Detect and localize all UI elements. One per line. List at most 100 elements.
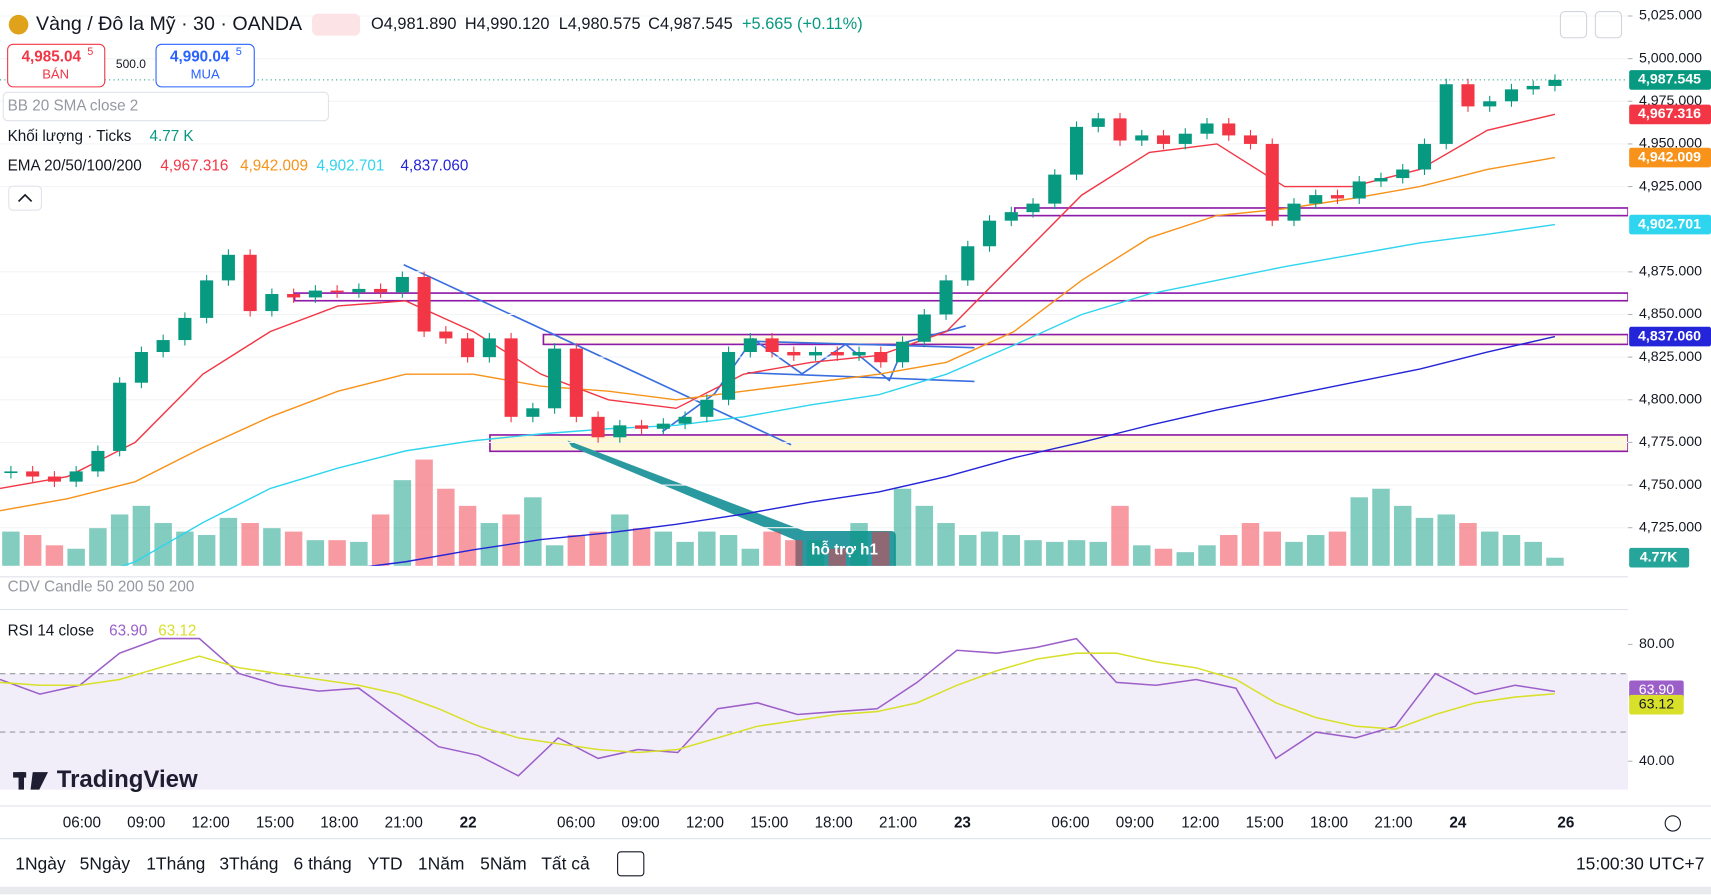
- volume-bar: [241, 523, 259, 566]
- spread: 500.0: [116, 57, 146, 71]
- volume-bar: [915, 505, 934, 566]
- candle: [1178, 133, 1192, 144]
- volume-bar: [110, 514, 129, 566]
- candle: [113, 382, 127, 451]
- candle: [852, 352, 866, 356]
- candle: [917, 314, 931, 342]
- x-tick-label: 15:00: [750, 814, 788, 831]
- candle: [439, 331, 453, 339]
- volume-bar: [328, 540, 346, 566]
- trendline: [747, 340, 975, 349]
- bb-legend-box: [2, 91, 329, 122]
- support-zone: [489, 434, 1629, 453]
- x-tick-label: 06:00: [1051, 814, 1089, 831]
- range-button[interactable]: 5Năm: [480, 853, 527, 873]
- volume-bar: [1154, 548, 1173, 566]
- range-button[interactable]: 1Tháng: [146, 853, 205, 873]
- rsi-tag-label: 63.90: [1639, 682, 1675, 698]
- volume-bar: [1263, 531, 1281, 566]
- volume-bar: [67, 548, 85, 566]
- candle: [548, 348, 562, 409]
- settings-icon[interactable]: [1664, 815, 1681, 832]
- candle: [1396, 169, 1410, 179]
- candle: [26, 471, 40, 477]
- candle: [69, 471, 83, 482]
- y-tick-label: 5,000.000: [1639, 50, 1702, 66]
- x-tick-label: 21:00: [879, 814, 917, 831]
- volume-bar: [1067, 540, 1086, 566]
- volume-legend-value: 4.77 K: [149, 128, 194, 145]
- symbol: Vàng / Đô la Mỹ · 30 · OANDA: [36, 13, 303, 35]
- x-tick-label: 06:00: [63, 814, 101, 831]
- volume-bar: [284, 531, 303, 566]
- range-button[interactable]: 1Năm: [418, 853, 465, 873]
- volume-bar: [1393, 505, 1412, 566]
- range-button[interactable]: 1Ngày: [15, 853, 66, 873]
- candle: [178, 317, 192, 341]
- sell-button[interactable]: [7, 43, 106, 88]
- ema-legend-value: 4,902.701: [316, 158, 384, 175]
- volume-bar: [1415, 517, 1434, 566]
- x-tick-label: 18:00: [320, 814, 358, 831]
- candle: [1243, 135, 1258, 144]
- volume-bar: [545, 545, 564, 566]
- range-button[interactable]: 6 tháng: [294, 853, 352, 873]
- trendline: [403, 263, 792, 446]
- volume-bar: [1198, 545, 1216, 566]
- collapse-button[interactable]: [8, 185, 43, 211]
- y-tick-label: 80.00: [1639, 636, 1675, 652]
- candle: [1222, 123, 1236, 136]
- volume-bar: [959, 535, 977, 566]
- range-button[interactable]: 5Ngày: [80, 853, 131, 873]
- candle: [461, 338, 475, 358]
- volume-bar: [1372, 488, 1390, 566]
- volume-bar: [785, 540, 803, 566]
- volume-bar: [89, 528, 107, 566]
- x-tick-label: 21:00: [1374, 814, 1412, 831]
- candle: [1309, 195, 1323, 204]
- zone: [1013, 207, 1629, 217]
- y-tick-label: 40.00: [1639, 753, 1675, 769]
- bottom-strip: [0, 886, 1711, 895]
- candle: [395, 276, 409, 293]
- y-tick-label: 4,825.000: [1639, 349, 1702, 365]
- ohlc-high: H4,990.120: [465, 15, 550, 33]
- range-button[interactable]: Tất cả: [541, 853, 590, 873]
- download-button[interactable]: [1559, 11, 1588, 39]
- candle: [1004, 212, 1018, 221]
- buy-button[interactable]: [155, 43, 255, 88]
- candle: [156, 340, 170, 353]
- volume-bar: [828, 548, 847, 566]
- volume-bar: [589, 531, 607, 566]
- status-badge: [312, 13, 361, 36]
- candle: [1483, 101, 1497, 107]
- range-button[interactable]: YTD: [368, 853, 403, 873]
- candle: [1526, 85, 1540, 90]
- candle: [417, 276, 431, 332]
- candle: [1091, 118, 1105, 127]
- x-tick-label: 21:00: [385, 814, 423, 831]
- ohlc-close: C4,987.545: [648, 15, 733, 33]
- x-tick-label: 12:00: [1181, 814, 1219, 831]
- rsi-band: [0, 673, 1629, 790]
- ohlc-open: O4,981.890: [371, 15, 457, 33]
- date-range-button[interactable]: [617, 851, 645, 877]
- candle: [1330, 195, 1345, 199]
- volume-bar: [45, 545, 64, 566]
- volume-bar: [1307, 535, 1325, 566]
- candle: [482, 338, 496, 358]
- candle: [1156, 135, 1171, 144]
- candle: [1439, 84, 1453, 144]
- x-tick-label: 09:00: [1116, 814, 1154, 831]
- ema-line: [0, 113, 1556, 490]
- volume-bar: [872, 531, 890, 566]
- y-tick-label: 4,775.000: [1639, 434, 1702, 450]
- candle: [700, 399, 714, 417]
- layout-button[interactable]: [1594, 11, 1623, 39]
- rsi-line: [0, 652, 1556, 754]
- candle: [787, 352, 801, 356]
- volume-bar: [176, 531, 194, 566]
- range-button[interactable]: 3Tháng: [219, 853, 278, 873]
- ema-legend: EMA 20/50/100/200: [8, 158, 142, 175]
